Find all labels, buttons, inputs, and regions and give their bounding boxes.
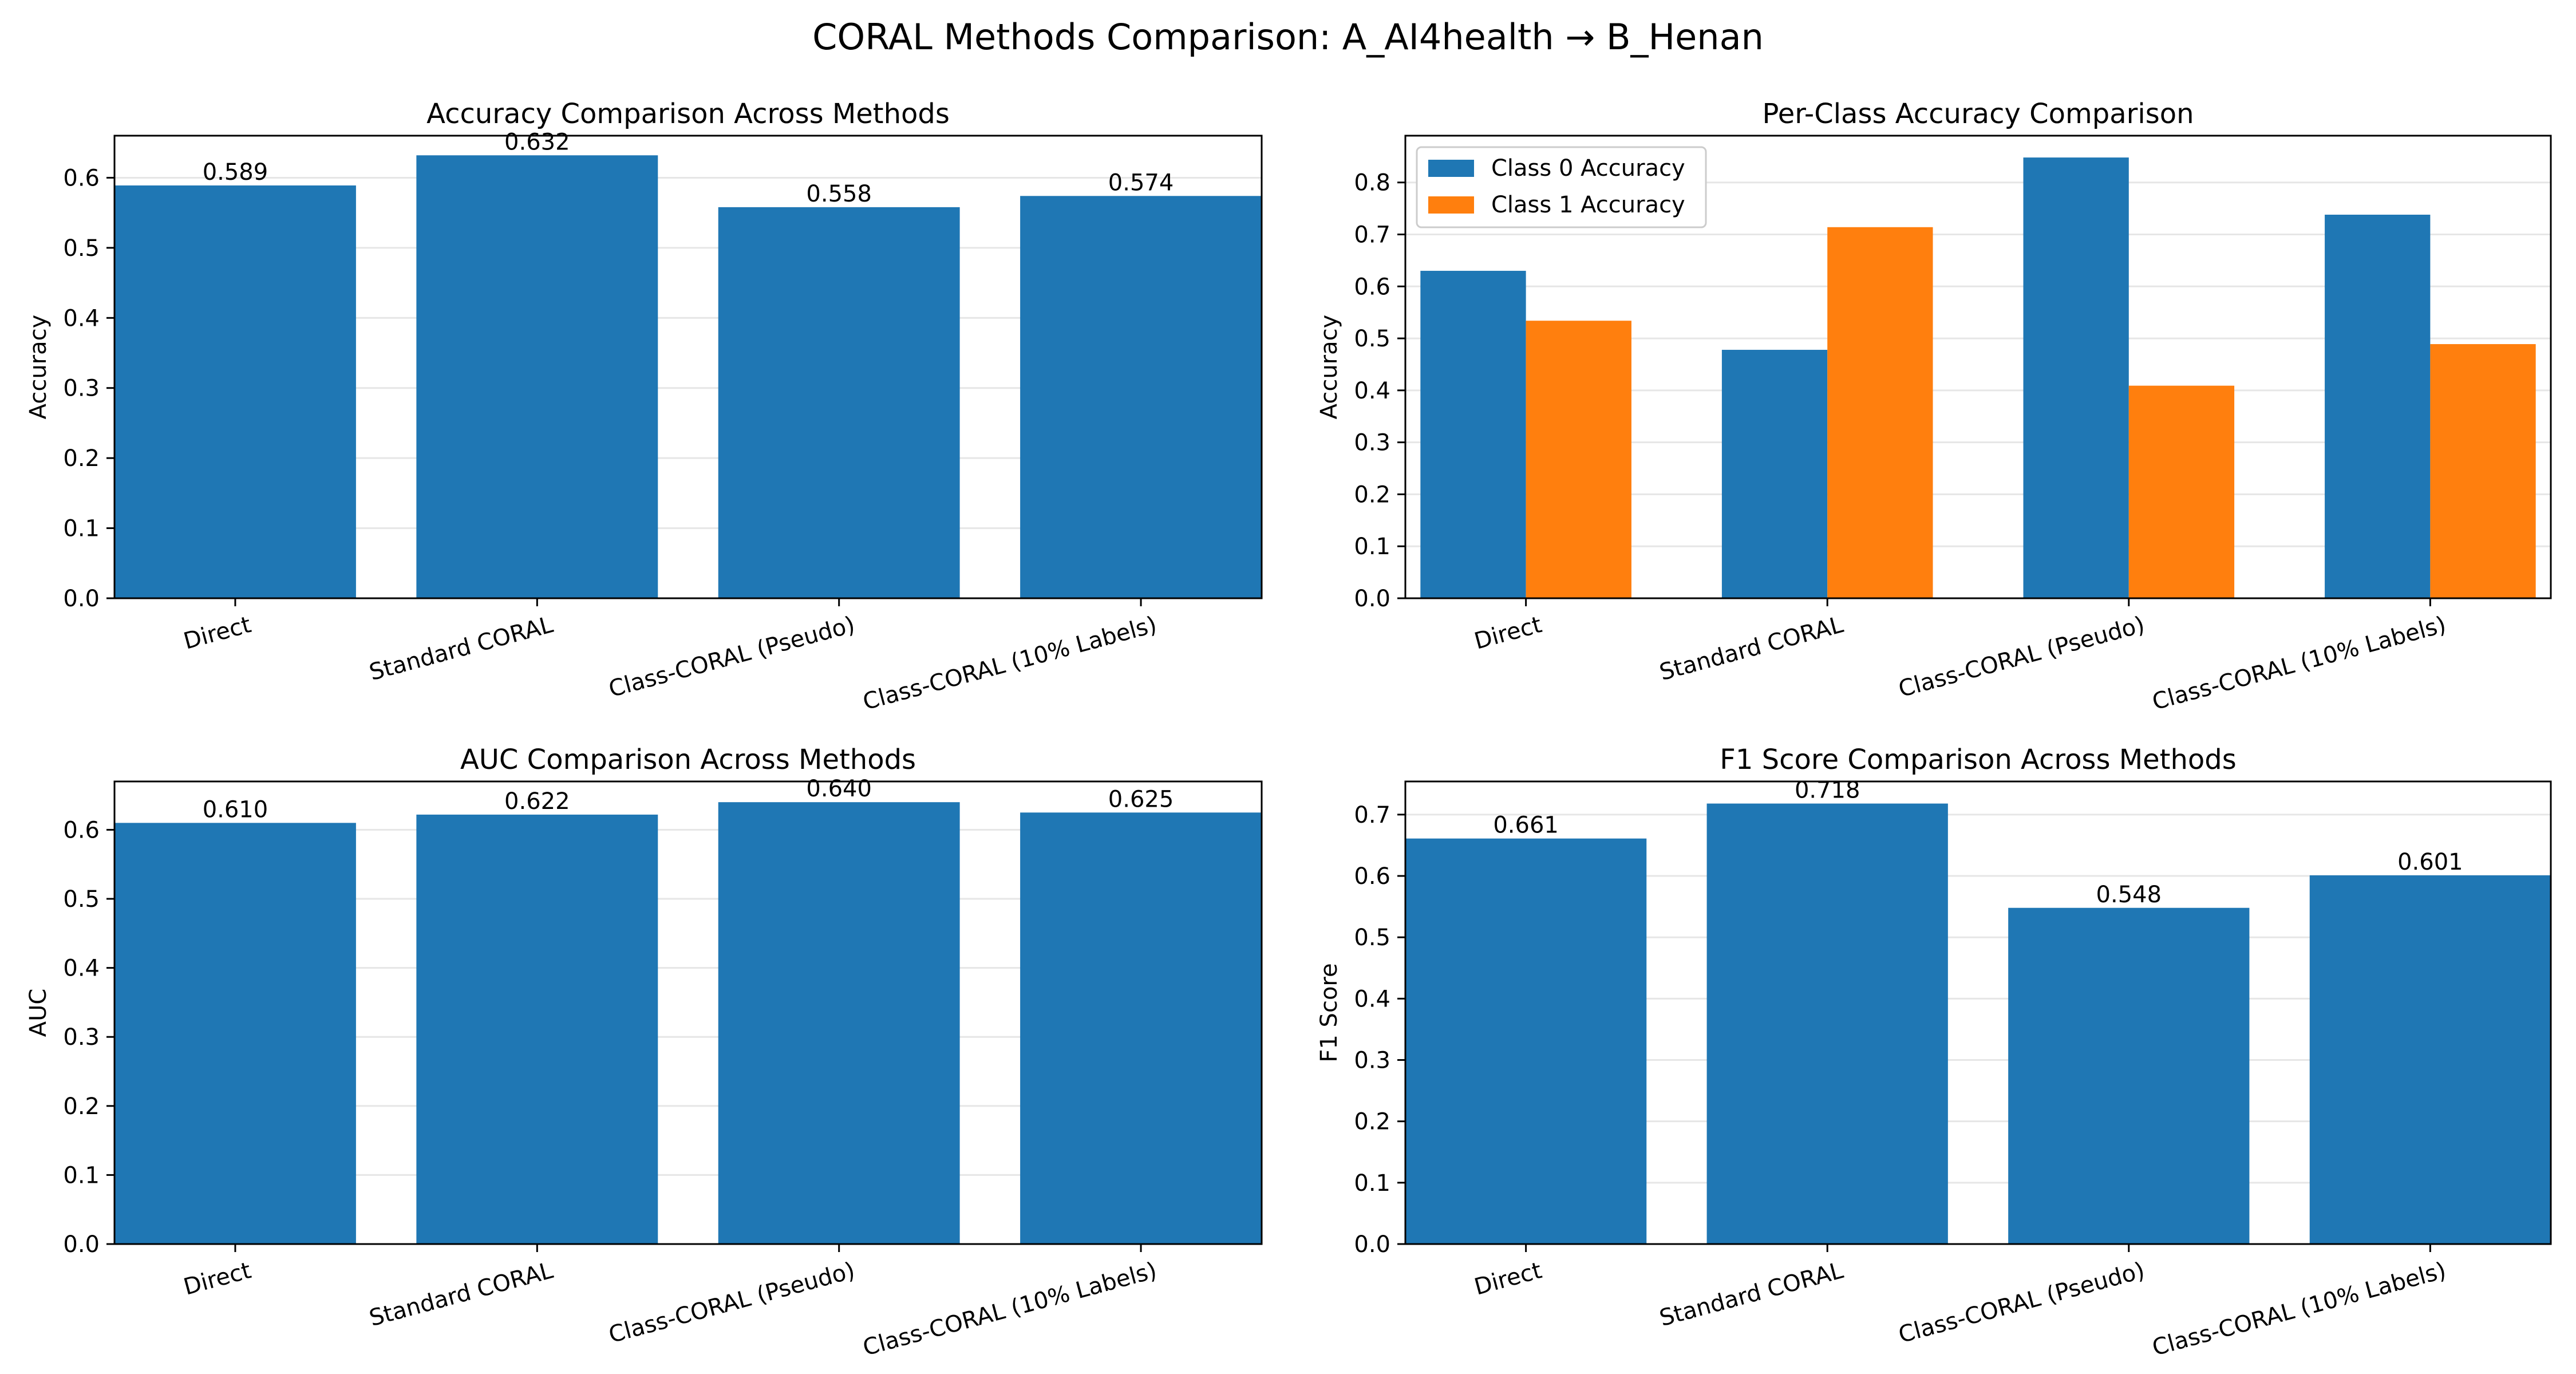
y-tick-label: 0.2 [63, 445, 100, 472]
bar-standard-coral-class-0-accuracy [1721, 350, 1828, 598]
bar-standard-coral [416, 814, 658, 1244]
y-tick-label: 0.6 [1354, 274, 1390, 300]
value-label: 0.589 [203, 159, 268, 185]
value-label: 0.632 [504, 129, 570, 155]
bar-direct-class-1-accuracy [1526, 321, 1631, 598]
bar-class-coral-pseudo-class-0-accuracy [2023, 157, 2129, 598]
y-tick-label: 0.2 [1354, 481, 1390, 508]
y-tick-label: 0.5 [63, 886, 100, 913]
bar-class-coral-pseudo [718, 207, 960, 598]
y-tick-label: 0.6 [63, 817, 100, 843]
y-tick-label: 0.3 [1354, 430, 1390, 456]
legend-swatch-class-0-accuracy [1428, 160, 1474, 177]
x-tick-label-class-coral-pseudo: Class-CORAL (Pseudo) [1896, 1257, 2148, 1348]
bar-direct [114, 823, 356, 1244]
value-label: 0.622 [504, 788, 570, 815]
y-axis-label: Accuracy [25, 315, 52, 420]
y-tick-label: 0.1 [63, 516, 100, 542]
chart-title: Accuracy Comparison Across Methods [426, 98, 950, 130]
y-tick-label: 0.8 [1354, 170, 1390, 196]
bar-direct-class-0-accuracy [1420, 271, 1526, 599]
y-tick-label: 0.1 [1354, 1170, 1390, 1197]
y-tick-label: 0.6 [1354, 863, 1390, 890]
legend-label-class-0-accuracy: Class 0 Accuracy [1491, 155, 1685, 181]
y-tick-label: 0.3 [63, 376, 100, 402]
value-label: 0.548 [2096, 882, 2162, 908]
bar-class-coral-10-labels [1020, 196, 1262, 598]
bar-standard-coral-class-1-accuracy [1827, 227, 1933, 598]
y-axis-label: Accuracy [1316, 315, 1342, 420]
plot-frame [113, 780, 1263, 1245]
value-label: 0.558 [806, 181, 872, 207]
y-tick-label: 0.4 [63, 956, 100, 982]
y-axis-label: AUC [25, 989, 52, 1037]
bar-direct [114, 185, 356, 598]
value-label: 0.610 [203, 796, 268, 823]
chart-title: AUC Comparison Across Methods [460, 744, 916, 776]
y-tick-label: 0.7 [1354, 222, 1390, 248]
x-tick-label-class-coral-10-labels: Class-CORAL (10% Labels) [2150, 1257, 2449, 1361]
plot-frame [1404, 135, 2552, 599]
y-tick-label: 0.4 [1354, 986, 1390, 1012]
legend-swatch-class-1-accuracy [1428, 196, 1474, 214]
bar-standard-coral [1706, 803, 1948, 1244]
y-tick-label: 0.6 [63, 165, 100, 191]
legend [1416, 146, 1707, 228]
y-tick-label: 0.2 [1354, 1109, 1390, 1135]
value-label: 0.661 [1493, 812, 1559, 839]
bar-class-coral-pseudo-class-1-accuracy [2128, 385, 2235, 598]
y-tick-label: 0.1 [1354, 534, 1390, 560]
bar-class-coral-pseudo [2008, 907, 2250, 1244]
y-tick-label: 0.0 [63, 1231, 100, 1258]
chart-title: Per-Class Accuracy Comparison [1762, 98, 2194, 130]
y-tick-label: 0.7 [1354, 802, 1390, 828]
y-tick-label: 0.4 [63, 305, 100, 331]
value-label: 0.574 [1108, 169, 1174, 196]
y-tick-label: 0.3 [1354, 1048, 1390, 1074]
y-tick-label: 0.3 [63, 1024, 100, 1051]
bar-standard-coral [416, 155, 658, 598]
bar-direct [1405, 838, 1647, 1244]
value-label: 0.640 [806, 776, 872, 802]
x-tick-label-standard-coral: Standard CORAL [1657, 1257, 1846, 1332]
plot-frame [113, 135, 1263, 599]
y-tick-label: 0.5 [1354, 326, 1390, 352]
y-tick-label: 0.0 [1354, 1231, 1390, 1258]
plot-frame [1404, 780, 2552, 1245]
bar-class-coral-10-labels [2309, 875, 2551, 1244]
bar-class-coral-10-labels [1020, 812, 1262, 1244]
bar-class-coral-pseudo [718, 802, 960, 1244]
x-tick-label-direct: Direct [1472, 1257, 1545, 1300]
y-tick-label: 0.5 [1354, 925, 1390, 951]
bar-class-coral-10-labels-class-1-accuracy [2430, 344, 2536, 598]
y-tick-label: 0.0 [1354, 586, 1390, 612]
y-tick-label: 0.4 [1354, 378, 1390, 404]
value-label: 0.625 [1108, 786, 1174, 812]
figure-title: CORAL Methods Comparison: A_AI4health → … [812, 16, 1764, 58]
legend-label-class-1-accuracy: Class 1 Accuracy [1491, 192, 1685, 218]
y-tick-label: 0.5 [63, 235, 100, 262]
bar-class-coral-10-labels-class-0-accuracy [2325, 214, 2431, 599]
y-tick-label: 0.0 [63, 586, 100, 612]
y-tick-label: 0.1 [63, 1162, 100, 1189]
y-tick-label: 0.2 [63, 1093, 100, 1120]
y-axis-label: F1 Score [1316, 963, 1342, 1062]
chart-title: F1 Score Comparison Across Methods [1720, 744, 2236, 776]
value-label: 0.601 [2397, 849, 2463, 875]
